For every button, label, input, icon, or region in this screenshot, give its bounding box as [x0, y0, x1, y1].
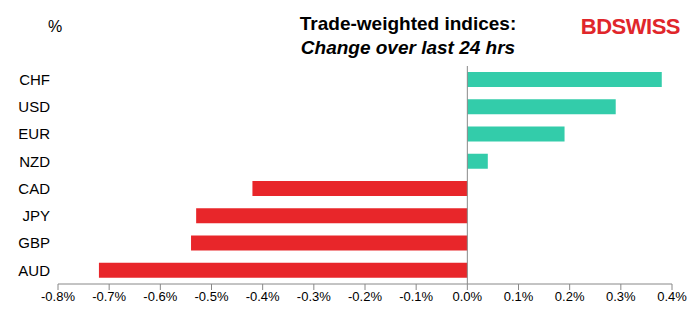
svg-text:USD: USD	[18, 98, 50, 115]
svg-text:CAD: CAD	[18, 180, 50, 197]
svg-text:0.2%: 0.2%	[555, 289, 585, 304]
svg-text:0.1%: 0.1%	[504, 289, 534, 304]
svg-text:-0.5%: -0.5%	[195, 289, 229, 304]
svg-text:-0.8%: -0.8%	[41, 289, 75, 304]
svg-text:EUR: EUR	[18, 125, 50, 142]
html-text:BDSWISS: BDSWISS	[580, 14, 680, 39]
svg-text:GBP: GBP	[18, 234, 50, 251]
html-text:Change over last 24 hrs: Change over last 24 hrs	[300, 37, 516, 58]
svg-text:0.0%: 0.0%	[453, 289, 483, 304]
svg-text:AUD: AUD	[18, 262, 50, 279]
html-text:Trade-weighted indices:: Trade-weighted indices:	[299, 13, 517, 34]
svg-text:-0.1%: -0.1%	[399, 289, 433, 304]
svg-text:NZD: NZD	[19, 153, 50, 170]
svg-text:-0.3%: -0.3%	[297, 289, 331, 304]
svg-text:0.3%: 0.3%	[606, 289, 636, 304]
svg-text:0.4%: 0.4%	[657, 289, 687, 304]
svg-text:JPY: JPY	[22, 207, 50, 224]
svg-text:-0.6%: -0.6%	[143, 289, 177, 304]
svg-text:-0.7%: -0.7%	[92, 289, 126, 304]
svg-text:-0.2%: -0.2%	[348, 289, 382, 304]
svg-text:-0.4%: -0.4%	[246, 289, 280, 304]
svg-text:CHF: CHF	[19, 71, 50, 88]
